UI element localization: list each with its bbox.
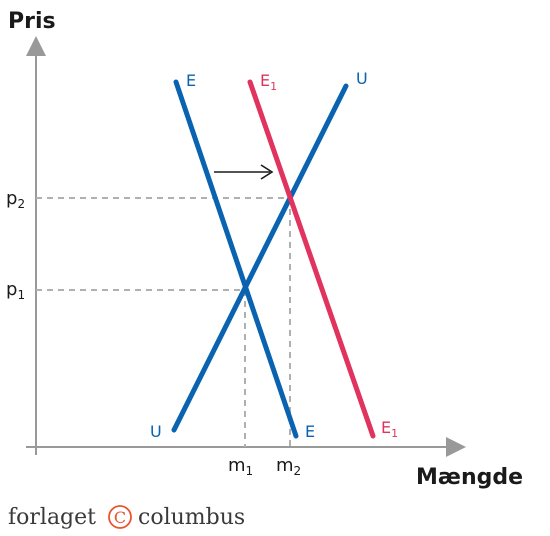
supply-curve-u [171,83,349,433]
tick-m1: m1 [228,455,253,478]
label-demand-top: E [186,71,196,90]
y-axis-title: Pris [8,9,56,34]
logo-text-right: columbus [138,505,245,530]
label-supply-top: U [356,69,368,88]
demand-curve-e [173,79,299,439]
arrow-right-icon [214,164,274,180]
tick-p2: p2 [6,188,25,211]
label-demand-shift-top: E1 [260,71,277,93]
label-supply-bottom: U [150,422,162,441]
logo-circle-icon [108,505,132,529]
publisher-logo: forlaget C columbus [8,505,245,530]
label-demand-shift-bottom: E1 [381,418,398,440]
tick-p1: p1 [6,279,25,302]
demand-curve-e1 [247,79,376,439]
tick-m2: m2 [276,455,301,478]
label-demand-bottom: E [305,422,315,441]
logo-mark: C [114,508,126,527]
logo-text-left: forlaget [8,505,96,530]
x-axis-title: Mængde [416,465,523,490]
